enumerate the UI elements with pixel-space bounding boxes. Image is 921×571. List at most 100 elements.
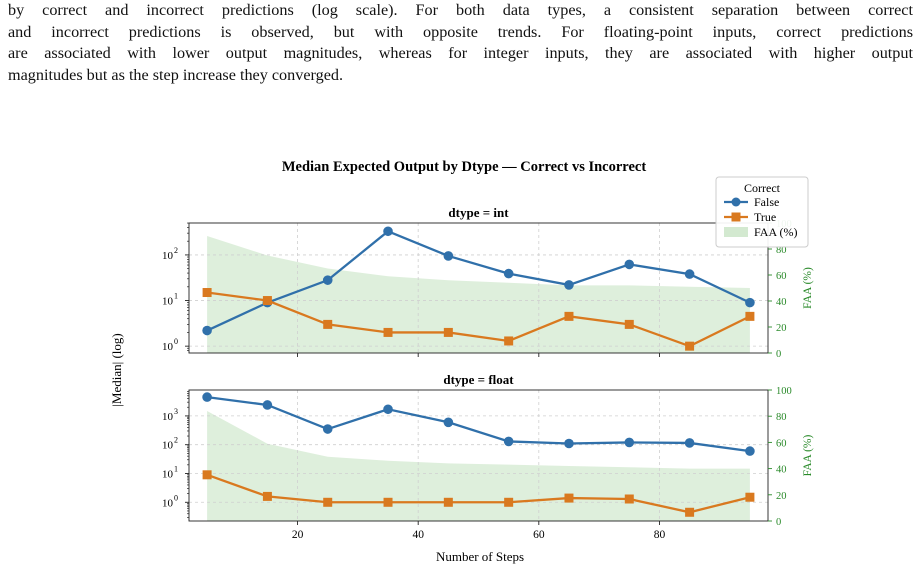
legend-marker-true: [731, 212, 741, 222]
marker-true: [202, 288, 212, 298]
marker-false: [624, 437, 635, 448]
y-tick-label: 10: [162, 440, 174, 452]
panel-title: dtype = int: [448, 205, 509, 220]
secondary-tick-label: 0: [776, 349, 781, 360]
marker-true: [564, 493, 574, 503]
chart-panels: 100101102020406080100FAA (%)dtype = int1…: [162, 205, 814, 541]
plot-frame: [188, 389, 769, 522]
marker-false: [443, 251, 454, 261]
y-axis-label: |Median| (log): [109, 333, 124, 406]
secondary-tick-label: 20: [776, 323, 787, 334]
secondary-tick-label: 100: [776, 386, 792, 397]
y-tick-label: 10: [162, 250, 174, 262]
marker-false: [745, 446, 755, 456]
chart-title: Median Expected Output by Dtype — Correc…: [282, 159, 647, 175]
panel-title: dtype = float: [443, 372, 514, 387]
marker-true: [624, 494, 634, 504]
secondary-axis-label: FAA (%): [802, 435, 814, 477]
marker-true: [564, 311, 574, 321]
secondary-tick-label: 60: [776, 271, 787, 282]
y-tick-label: 10: [162, 296, 174, 308]
y-tick-exponent: 0: [174, 337, 178, 346]
secondary-tick-label: 60: [776, 438, 787, 449]
series-line-true: [206, 473, 751, 514]
marker-false: [684, 438, 695, 448]
legend-entry-2: True: [754, 210, 776, 224]
series-line-true: [206, 291, 751, 348]
plot-frame: [188, 222, 769, 354]
secondary-tick-label: 80: [776, 412, 787, 423]
marker-true: [202, 470, 212, 480]
marker-true: [504, 497, 514, 507]
secondary-tick-label: 80: [776, 245, 787, 256]
marker-true: [262, 296, 272, 306]
marker-false: [503, 268, 514, 279]
legend-entry-3: FAA (%): [754, 225, 797, 239]
marker-false: [684, 269, 695, 279]
marker-true: [624, 319, 634, 329]
marker-true: [443, 327, 453, 337]
paragraph-line-1: by correct and incorrect predictions (lo…: [8, 1, 913, 19]
marker-true: [685, 507, 695, 517]
marker-false: [322, 275, 333, 285]
y-tick-exponent: 2: [174, 246, 178, 255]
x-tick-label: 20: [292, 529, 304, 541]
y-tick-exponent: 2: [174, 436, 178, 445]
marker-true: [504, 336, 514, 346]
series-line-false: [206, 395, 751, 453]
marker-false: [322, 424, 333, 434]
marker-true: [685, 341, 695, 351]
marker-false: [383, 404, 393, 415]
marker-true: [745, 492, 755, 502]
secondary-tick-label: 20: [776, 491, 787, 502]
x-tick-label: 80: [654, 529, 666, 541]
marker-false: [745, 297, 755, 308]
marker-true: [323, 319, 333, 329]
marker-false: [624, 259, 635, 270]
marker-false: [202, 392, 212, 402]
marker-true: [383, 497, 393, 507]
y-tick-label: 10: [162, 497, 174, 509]
body-paragraph: by correct and incorrect predictions (lo…: [8, 0, 913, 86]
marker-true: [745, 311, 755, 321]
x-tick-label: 60: [533, 529, 545, 541]
y-tick-label: 10: [162, 411, 174, 423]
marker-true: [383, 327, 393, 337]
y-tick-exponent: 3: [174, 407, 178, 416]
y-tick-exponent: 1: [174, 292, 178, 301]
faa-area: [207, 236, 750, 353]
secondary-tick-label: 0: [776, 517, 781, 528]
x-axis-label: Number of Steps: [436, 549, 524, 564]
legend-title: Correct: [744, 181, 781, 195]
panel-1: 100101102020406080100FAA (%)dtype = int: [162, 205, 814, 360]
paragraph-line-2: and incorrect predictions is observed, b…: [8, 22, 913, 41]
legend-marker-false: [731, 197, 741, 207]
faa-area: [207, 410, 750, 521]
y-tick-label: 10: [162, 468, 174, 480]
marker-false: [262, 400, 273, 410]
marker-false: [564, 438, 574, 449]
paragraph-line-3: are associated with lower output magnitu…: [8, 44, 913, 62]
marker-true: [323, 497, 333, 507]
y-tick-exponent: 0: [174, 493, 178, 502]
secondary-tick-label: 40: [776, 465, 787, 476]
legend-entry-1: False: [754, 195, 779, 209]
marker-true: [443, 497, 453, 507]
x-tick-label: 40: [412, 529, 424, 541]
marker-false: [383, 226, 393, 237]
secondary-tick-label: 40: [776, 297, 787, 308]
marker-false: [443, 417, 454, 428]
series-line-false: [206, 229, 751, 332]
marker-false: [564, 280, 574, 290]
legend-swatch-faa: [724, 227, 748, 237]
y-tick-exponent: 1: [174, 464, 178, 473]
marker-false: [503, 436, 514, 447]
marker-false: [202, 325, 212, 336]
y-tick-label: 10: [162, 341, 174, 353]
secondary-axis-label: FAA (%): [802, 267, 814, 309]
marker-true: [262, 491, 272, 501]
paragraph-line-4: magnitudes but as the step increase they…: [8, 65, 344, 84]
